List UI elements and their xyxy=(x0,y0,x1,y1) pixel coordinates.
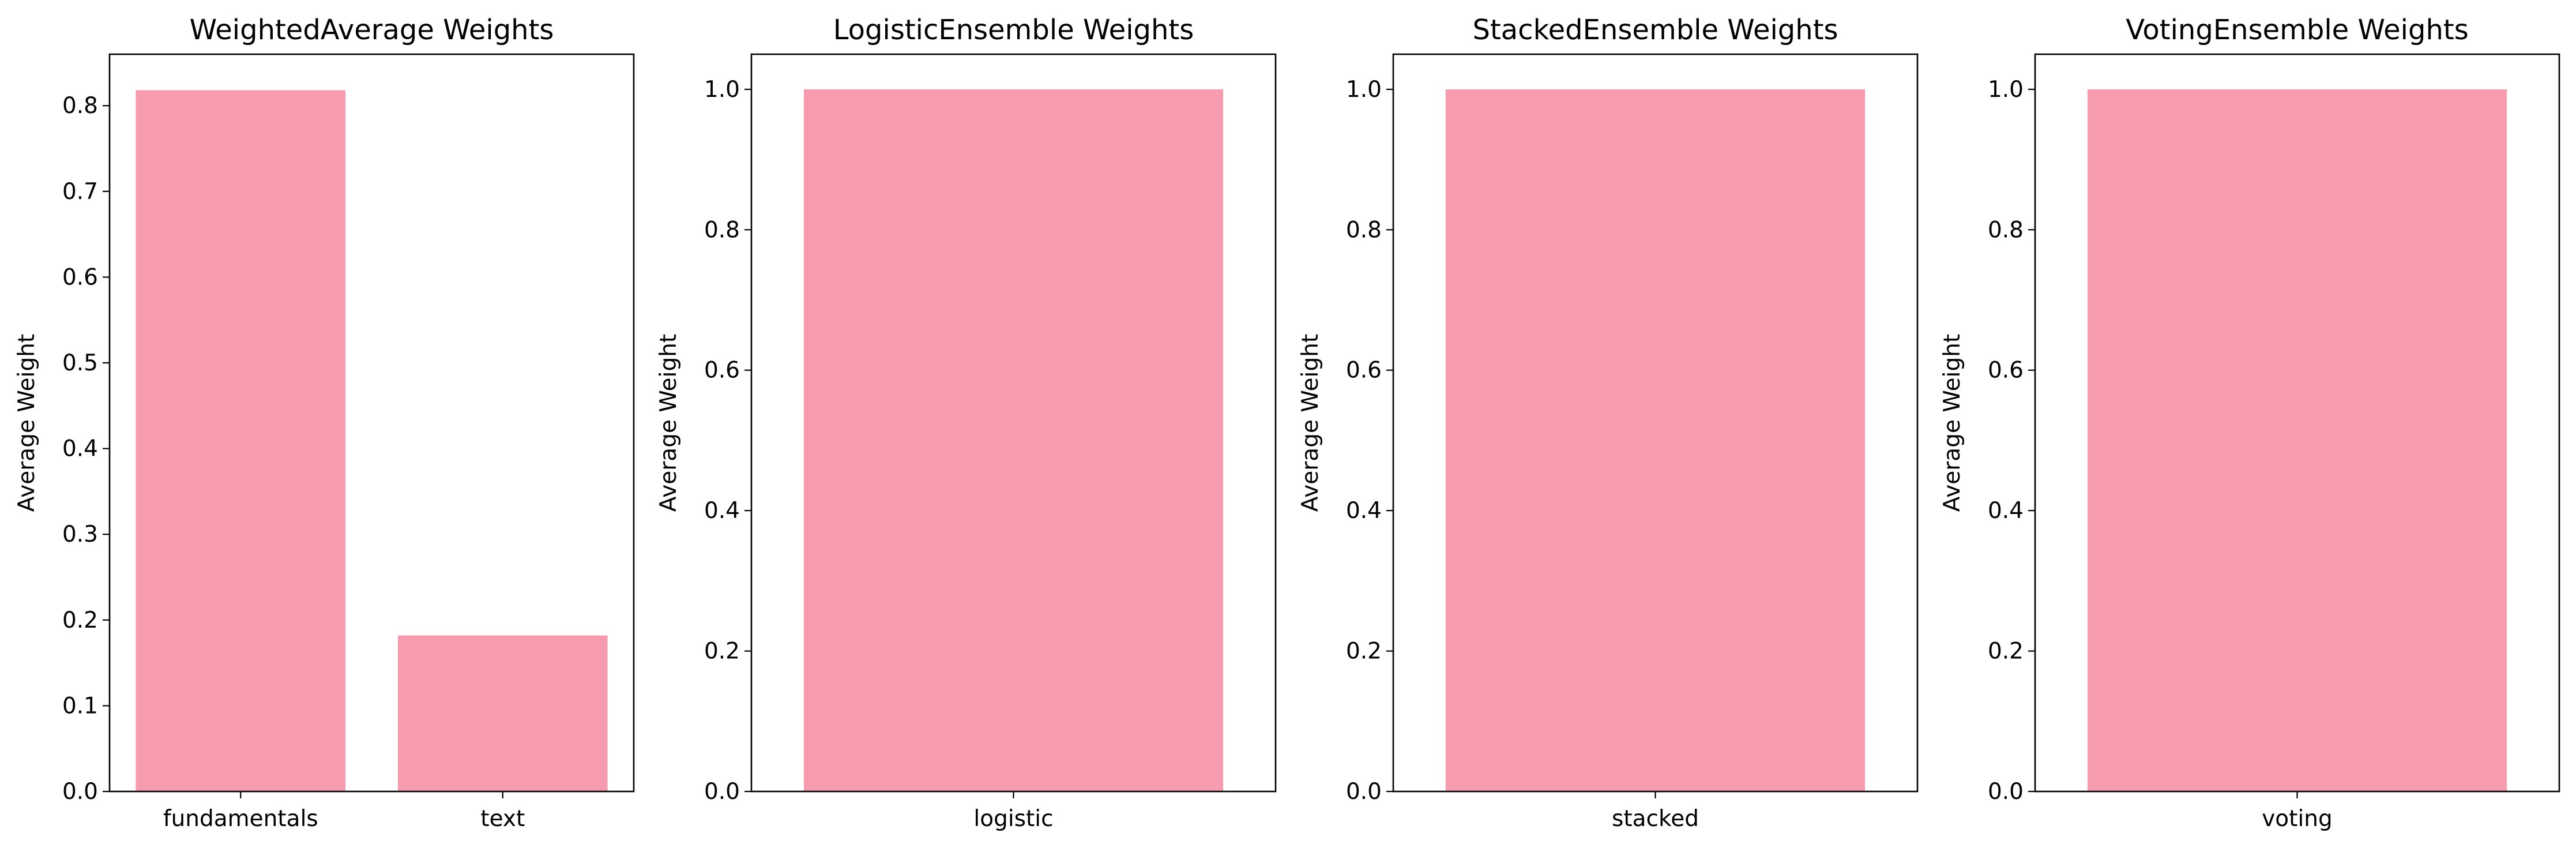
y-tick-label: 0.4 xyxy=(704,498,740,524)
y-tick-label: 0.6 xyxy=(1346,358,1382,384)
subplot-1: 0.0 0.1 0.2 0.3 0.4 0.5 0.6 0.7 0.8 fundamentals t… xyxy=(14,14,635,832)
y-tick-label: 0.4 xyxy=(1346,498,1382,524)
chart-title: StackedEnsemble Weights xyxy=(1472,14,1838,46)
y-tick-label: 0.2 xyxy=(1346,639,1382,665)
y-tick-label: 0.6 xyxy=(704,358,740,384)
y-tick-label: 1.0 xyxy=(1346,77,1382,103)
chart-title: VotingEnsemble Weights xyxy=(2126,14,2468,46)
y-tick-label: 0.7 xyxy=(62,179,98,205)
bar-text xyxy=(398,635,608,791)
y-tick-label: 0.8 xyxy=(1988,217,2024,243)
x-tick-label: voting xyxy=(2262,806,2333,832)
y-tick-label: 0.5 xyxy=(62,350,98,376)
y-axis-label: Average Weight xyxy=(1298,334,1323,512)
y-axis-label: Average Weight xyxy=(14,334,40,512)
y-tick-label: 1.0 xyxy=(1988,77,2024,103)
y-tick-label: 0.4 xyxy=(62,436,98,462)
y-tick-label: 0.2 xyxy=(62,607,98,633)
y-tick-label: 1.0 xyxy=(704,77,740,103)
bar-fundamentals xyxy=(136,90,345,791)
y-tick-label: 0.1 xyxy=(62,693,98,719)
bar-logistic xyxy=(803,89,1224,791)
x-tick-label: text xyxy=(480,806,525,832)
chart-title: WeightedAverage Weights xyxy=(190,14,554,46)
y-tick-label: 0.8 xyxy=(62,93,98,119)
bar-stacked xyxy=(1445,89,1866,791)
y-tick-label: 0.8 xyxy=(704,217,740,243)
chart-title: LogisticEnsemble Weights xyxy=(833,14,1194,46)
subplot-4: 0.0 0.2 0.4 0.6 0.8 1.0 voting VotingEnsemble W… xyxy=(1939,14,2560,832)
y-axis-label: Average Weight xyxy=(656,334,682,512)
y-tick-label: 0.2 xyxy=(1988,639,2024,665)
y-tick-label: 0.0 xyxy=(1346,779,1382,805)
y-axis-label: Average Weight xyxy=(1939,334,1965,512)
y-tick-label: 0.0 xyxy=(1988,779,2024,805)
y-tick-label: 0.3 xyxy=(62,521,98,547)
y-tick-label: 0.4 xyxy=(1988,498,2024,524)
subplot-2: 0.0 0.2 0.4 0.6 0.8 1.0 logistic LogisticEnsemb… xyxy=(656,14,1277,832)
x-tick-label: logistic xyxy=(973,806,1053,832)
bar-voting xyxy=(2087,89,2507,791)
y-tick-label: 0.6 xyxy=(1988,358,2024,384)
y-tick-label: 0.0 xyxy=(62,779,98,805)
y-tick-label: 0.2 xyxy=(704,639,740,665)
x-tick-label: fundamentals xyxy=(163,806,318,832)
axes-frame xyxy=(108,53,635,793)
x-tick-label: stacked xyxy=(1612,806,1699,832)
y-tick-label: 0.8 xyxy=(1346,217,1382,243)
y-tick-label: 0.0 xyxy=(704,779,740,805)
y-tick-label: 0.6 xyxy=(62,264,98,290)
subplot-3: 0.0 0.2 0.4 0.6 0.8 1.0 stacked StackedEnsemble… xyxy=(1298,14,1919,832)
